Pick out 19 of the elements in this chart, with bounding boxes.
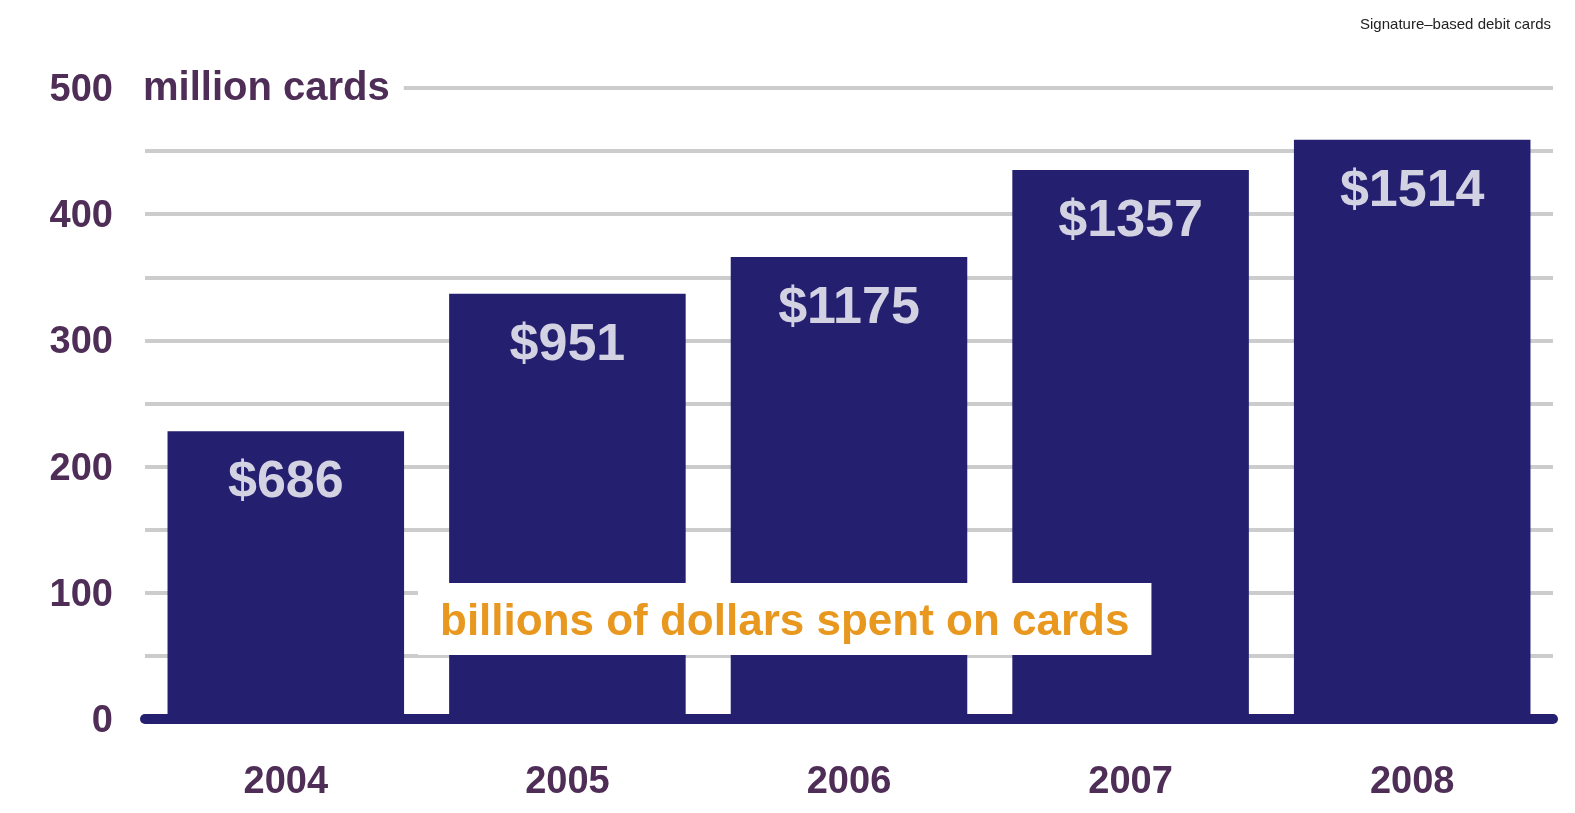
x-tick-label: 2008 — [1369, 759, 1455, 801]
y-tick-label: 200 — [49, 445, 113, 488]
y-tick-label: 400 — [49, 193, 113, 236]
annotation: $951 — [509, 312, 626, 371]
annotation: billions of dollars spent on cards — [440, 594, 1130, 644]
x-tick-label: 2004 — [243, 759, 329, 801]
y-axis-title: million cards — [143, 64, 390, 108]
annotation: $1175 — [778, 276, 920, 335]
y-tick-label: 500 — [49, 67, 113, 109]
x-tick-label: 2006 — [806, 759, 892, 801]
x-tick-label: 2007 — [1088, 759, 1173, 801]
text: Signature–based debit cards — [1360, 15, 1551, 32]
annotation: $1514 — [1339, 158, 1485, 217]
y-tick-label: 0 — [91, 698, 113, 740]
annotation: $1357 — [1058, 189, 1203, 248]
annotation: $686 — [227, 450, 344, 509]
y-tick-label: 100 — [49, 571, 113, 614]
y-tick-label: 300 — [49, 319, 113, 362]
x-tick-label: 2005 — [525, 759, 610, 801]
